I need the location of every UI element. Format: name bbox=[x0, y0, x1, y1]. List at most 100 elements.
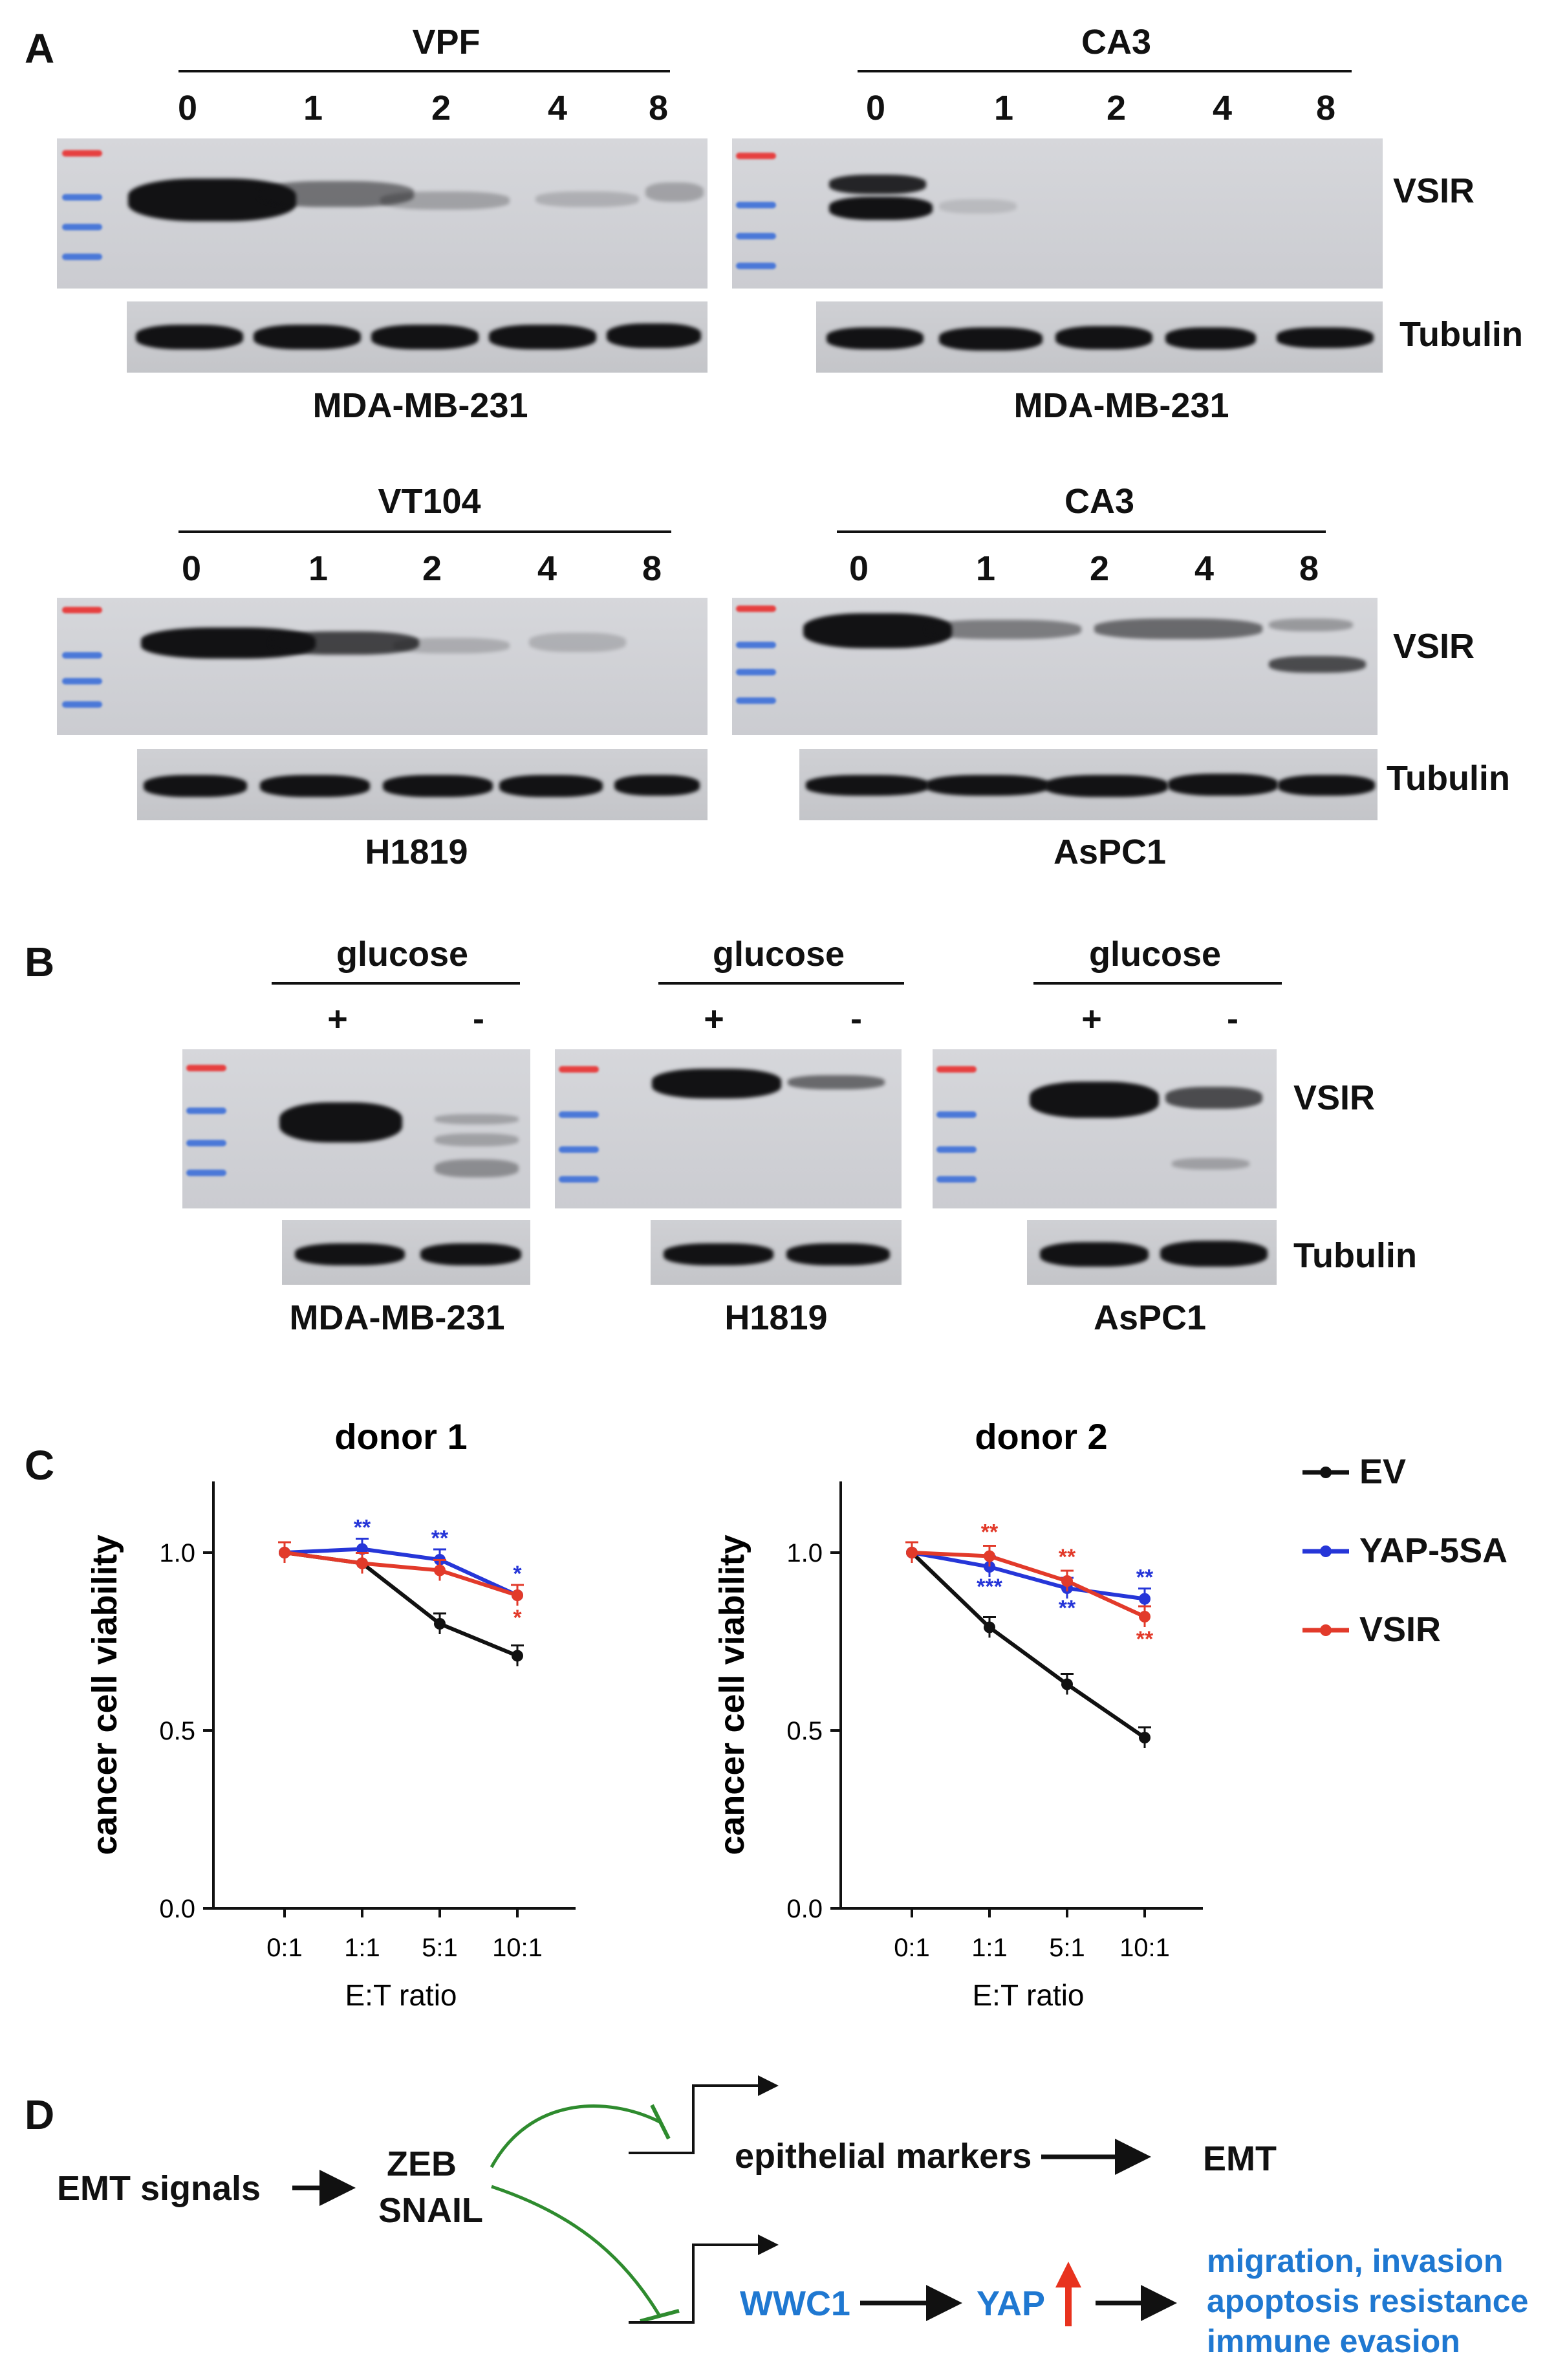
lane-label: 2 bbox=[1089, 549, 1110, 588]
condition-label: glucose bbox=[336, 935, 469, 974]
lane-label: 8 bbox=[642, 549, 662, 588]
lane-label: 2 bbox=[1106, 89, 1127, 127]
tubulin-row-label: Tubulin bbox=[1293, 1236, 1417, 1275]
series-line bbox=[911, 1551, 1145, 1601]
condition-bracket bbox=[272, 982, 520, 985]
treatment-bracket bbox=[178, 530, 671, 533]
data-point bbox=[512, 1650, 523, 1662]
data-point bbox=[906, 1547, 918, 1558]
cell-line-label: MDA-MB-231 bbox=[312, 386, 528, 425]
series-line bbox=[284, 1551, 518, 1597]
tubulin-blot-image bbox=[137, 749, 708, 820]
tubulin-blot-image bbox=[651, 1220, 902, 1285]
x-tick-label: 5:1 bbox=[1049, 1934, 1085, 1962]
inhibition-bar bbox=[650, 2104, 671, 2140]
data-point bbox=[1139, 1732, 1151, 1743]
condition-label: glucose bbox=[1088, 935, 1222, 974]
lane-label: + bbox=[327, 999, 348, 1038]
cell-line-label: H1819 bbox=[724, 1298, 828, 1337]
vsir-blot-image bbox=[182, 1049, 530, 1208]
x-axis-label: E:T ratio bbox=[973, 1978, 1085, 2012]
x-tick-label: 1:1 bbox=[971, 1934, 1008, 1962]
up-arrow-head bbox=[1055, 2262, 1081, 2287]
data-point bbox=[434, 1564, 446, 1577]
lane-label: + bbox=[1081, 999, 1102, 1038]
condition-label: glucose bbox=[712, 935, 845, 974]
pathway-arrows bbox=[292, 2075, 1177, 2326]
x-tick-label: 1:1 bbox=[344, 1934, 380, 1962]
data-point bbox=[984, 1561, 995, 1573]
treatment-label: VT104 bbox=[378, 482, 481, 521]
data-point bbox=[434, 1618, 446, 1630]
condition-bracket bbox=[658, 982, 904, 985]
emt-label: EMT bbox=[1203, 2139, 1277, 2178]
y-tick-label: 1.0 bbox=[786, 1539, 823, 1567]
x-tick-label: 0:1 bbox=[266, 1934, 303, 1962]
significance-marker: * bbox=[513, 1606, 522, 1630]
lane-label: 1 bbox=[308, 549, 329, 588]
chart-title: donor 1 bbox=[334, 1423, 467, 1457]
cell-line-label: AsPC1 bbox=[1093, 1298, 1207, 1337]
vsir-row-label: VSIR bbox=[1393, 171, 1475, 210]
data-point bbox=[1061, 1575, 1073, 1587]
lane-label: 1 bbox=[303, 89, 323, 127]
lane-label: - bbox=[1227, 999, 1238, 1038]
legend-label: YAP-5SA bbox=[1359, 1531, 1508, 1570]
vsir-blot-image bbox=[732, 138, 1383, 289]
chart-area: donor 1 0.0 0.5 1.0 cancer cell viability 0:1… bbox=[85, 1423, 1203, 2012]
lane-label: 0 bbox=[848, 549, 869, 588]
chart-donor-2: donor 2 0.0 0.5 1.0 cancer cell viability 0:1… bbox=[713, 1423, 1203, 2012]
treatment-bracket bbox=[178, 70, 670, 72]
epithelial-markers-label: epithelial markers bbox=[735, 2137, 1032, 2176]
series-line bbox=[284, 1547, 519, 1597]
legend-label: EV bbox=[1359, 1452, 1407, 1491]
legend-marker bbox=[1302, 1624, 1349, 1636]
significance-marker: ** bbox=[981, 1520, 999, 1545]
lane-label: 0 bbox=[865, 89, 886, 127]
cell-line-label: MDA-MB-231 bbox=[289, 1298, 505, 1337]
emt-signals-label: EMT signals bbox=[57, 2169, 261, 2208]
x-tick-label: 10:1 bbox=[1119, 1934, 1170, 1962]
lane-label: 4 bbox=[1194, 549, 1215, 588]
data-point bbox=[1061, 1678, 1073, 1690]
vsir-row-label: VSIR bbox=[1393, 627, 1475, 666]
condition-bracket bbox=[1033, 982, 1282, 985]
inhibition-curve-epithelial bbox=[490, 2104, 661, 2168]
wwc1-label: WWC1 bbox=[740, 2284, 850, 2323]
tubulin-row-label: Tubulin bbox=[1387, 759, 1510, 798]
y-tick-label: 0.5 bbox=[159, 1717, 195, 1745]
yap-label: YAP bbox=[977, 2284, 1046, 2323]
y-axis-label: cancer cell viability bbox=[713, 1534, 751, 1855]
vsir-blot-image bbox=[732, 598, 1378, 735]
x-tick-label: 5:1 bbox=[422, 1934, 458, 1962]
vsir-row-label: VSIR bbox=[1293, 1078, 1376, 1117]
significance-marker: ** bbox=[1059, 1596, 1076, 1621]
data-point bbox=[512, 1589, 523, 1601]
panel-d-letter: D bbox=[25, 2091, 55, 2138]
cell-line-label: H1819 bbox=[365, 833, 468, 871]
promoter-arrow-wwc1 bbox=[629, 2234, 779, 2324]
treatment-label: VPF bbox=[412, 23, 481, 61]
lane-label: 4 bbox=[537, 549, 557, 588]
lane-label: 4 bbox=[547, 89, 568, 127]
legend-marker bbox=[1302, 1545, 1349, 1557]
treatment-label: CA3 bbox=[1081, 23, 1152, 61]
treatment-bracket bbox=[858, 70, 1352, 72]
x-tick-label: 10:1 bbox=[492, 1934, 543, 1962]
panel-a-letter: A bbox=[25, 25, 55, 72]
treatment-label: CA3 bbox=[1064, 482, 1135, 521]
cell-line-label: MDA-MB-231 bbox=[1013, 386, 1229, 425]
cell-line-label: AsPC1 bbox=[1053, 833, 1167, 871]
panel-c-letter: C bbox=[25, 1442, 55, 1489]
y-tick-label: 1.0 bbox=[159, 1539, 195, 1567]
series-line bbox=[910, 1551, 1146, 1740]
x-axis-label: E:T ratio bbox=[345, 1978, 457, 2012]
lane-label: 1 bbox=[975, 549, 996, 588]
data-point bbox=[984, 1550, 995, 1562]
tubulin-blot-image bbox=[816, 301, 1383, 373]
significance-marker: ** bbox=[1136, 1566, 1154, 1590]
series-line bbox=[911, 1551, 1146, 1619]
lane-label: 0 bbox=[177, 89, 198, 127]
y-tick-label: 0.0 bbox=[786, 1895, 823, 1923]
significance-marker: ** bbox=[1136, 1627, 1154, 1652]
